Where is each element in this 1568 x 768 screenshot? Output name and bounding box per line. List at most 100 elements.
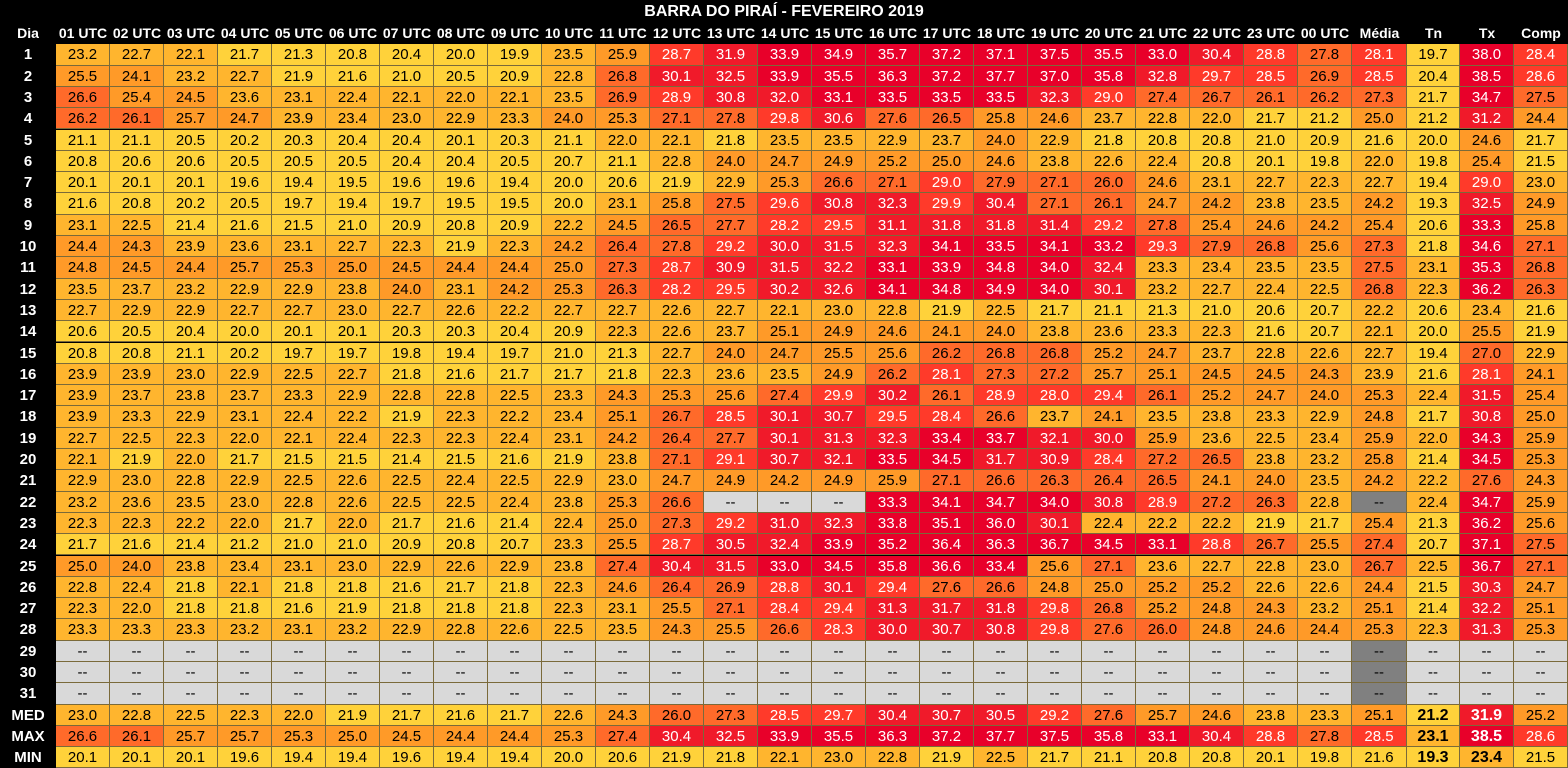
table-cell: 21.8 — [596, 363, 650, 386]
table-cell: 25.6 — [1298, 236, 1352, 258]
table-cell: 22.5 — [974, 299, 1028, 322]
day-label: 20 — [0, 449, 56, 471]
day-label: 7 — [0, 172, 56, 194]
table-cell: 19.8 — [380, 342, 434, 364]
table-cell: 20.2 — [164, 193, 218, 215]
table-cell: 21.0 — [326, 534, 380, 556]
table-cell: 23.4 — [542, 406, 596, 428]
table-cell: 26.6 — [56, 725, 110, 748]
table-cell: 23.5 — [1298, 257, 1352, 279]
table-cell: 34.0 — [1028, 278, 1082, 300]
table-cell: 27.6 — [1082, 704, 1136, 726]
table-cell: 38.0 — [1460, 44, 1514, 66]
table-cell: 31.9 — [704, 44, 758, 66]
table-cell: 36.2 — [1460, 278, 1514, 300]
table-cell: 23.8 — [326, 278, 380, 300]
table-cell: 21.9 — [380, 406, 434, 428]
table-cell: 22.8 — [866, 299, 920, 322]
table-cell: 21.8 — [380, 363, 434, 386]
header-col: 14 UTC — [758, 23, 812, 45]
table-cell: 21.0 — [380, 65, 434, 87]
table-cell: 21.7 — [434, 576, 488, 599]
table-cell: 29.2 — [1082, 214, 1136, 236]
table-cell: 24.8 — [1190, 598, 1244, 620]
table-cell: 33.9 — [920, 257, 974, 279]
table-cell: 22.8 — [1298, 491, 1352, 513]
table-cell: 20.2 — [218, 129, 272, 151]
table-cell: -- — [1136, 662, 1190, 684]
table-cell: 27.1 — [650, 449, 704, 471]
table-cell: 22.9 — [1028, 129, 1082, 151]
table-cell: 23.7 — [1082, 108, 1136, 130]
table-cell: 26.3 — [1244, 491, 1298, 513]
table-cell: 27.8 — [650, 236, 704, 258]
table-cell: 22.7 — [542, 299, 596, 322]
day-label: 10 — [0, 236, 56, 258]
table-cell: 24.2 — [1190, 193, 1244, 215]
table-cell: 21.8 — [218, 598, 272, 620]
table-cell: 23.6 — [1082, 321, 1136, 343]
table-cell: 22.3 — [650, 363, 704, 386]
table-cell: 25.2 — [1136, 576, 1190, 599]
table-cell: 26.8 — [1352, 278, 1407, 300]
table-cell: 27.6 — [1460, 470, 1514, 492]
day-label: 26 — [0, 576, 56, 599]
table-cell: 23.3 — [1136, 321, 1190, 343]
header-col: Tn — [1407, 23, 1460, 45]
table-cell: -- — [326, 683, 380, 705]
table-cell: 23.0 — [218, 491, 272, 513]
table-cell: 23.7 — [920, 129, 974, 151]
table-cell: 20.4 — [1407, 65, 1460, 87]
table-cell: -- — [1082, 662, 1136, 684]
table-cell: 27.8 — [704, 108, 758, 130]
table-cell: 33.8 — [866, 512, 920, 535]
table-cell: 31.8 — [920, 214, 974, 236]
table-cell: 33.1 — [1136, 725, 1190, 748]
table-cell: 23.7 — [110, 278, 164, 300]
table-cell: 23.4 — [1460, 747, 1514, 768]
table-cell: 22.5 — [272, 470, 326, 492]
table-cell: 20.8 — [434, 214, 488, 236]
table-cell: 22.4 — [326, 86, 380, 109]
day-label: 24 — [0, 534, 56, 556]
table-cell: 23.5 — [542, 86, 596, 109]
table-cell: 21.8 — [164, 598, 218, 620]
table-cell: 21.7 — [488, 704, 542, 726]
table-cell: -- — [812, 640, 866, 662]
table-cell: 31.5 — [1460, 385, 1514, 407]
table-cell: 31.5 — [812, 236, 866, 258]
table-cell: 19.5 — [488, 193, 542, 215]
table-cell: 37.2 — [920, 44, 974, 66]
summary-label: MIN — [0, 747, 56, 768]
table-cell: 21.8 — [326, 576, 380, 599]
table-cell: -- — [1514, 662, 1568, 684]
table-cell: 23.2 — [56, 44, 110, 66]
table-cell: 21.1 — [110, 129, 164, 151]
table-cell: -- — [326, 640, 380, 662]
table-cell: 23.0 — [380, 108, 434, 130]
table-cell: 20.5 — [434, 65, 488, 87]
table-cell: 28.9 — [974, 385, 1028, 407]
table-cell: 34.7 — [1460, 491, 1514, 513]
header-col: 08 UTC — [434, 23, 488, 45]
day-label: 2 — [0, 65, 56, 87]
table-cell: 32.6 — [812, 278, 866, 300]
table-cell: 23.1 — [596, 193, 650, 215]
table-cell: 22.0 — [218, 427, 272, 449]
table-cell: 29.0 — [920, 172, 974, 194]
table-cell: -- — [1028, 683, 1082, 705]
table-cell: 27.3 — [1352, 86, 1407, 109]
table-cell: 25.0 — [596, 512, 650, 535]
table-cell: 38.5 — [1460, 65, 1514, 87]
table-cell: 24.2 — [758, 470, 812, 492]
table-cell: 25.4 — [1352, 214, 1407, 236]
table-cell: 22.9 — [542, 470, 596, 492]
table-cell: -- — [272, 662, 326, 684]
table-cell: 28.5 — [1244, 65, 1298, 87]
table-cell: 23.4 — [1298, 427, 1352, 449]
table-cell: -- — [650, 640, 704, 662]
table-cell: 24.5 — [380, 725, 434, 748]
table-cell: 27.1 — [1028, 193, 1082, 215]
table-cell: 23.0 — [56, 704, 110, 726]
header-col: 16 UTC — [866, 23, 920, 45]
